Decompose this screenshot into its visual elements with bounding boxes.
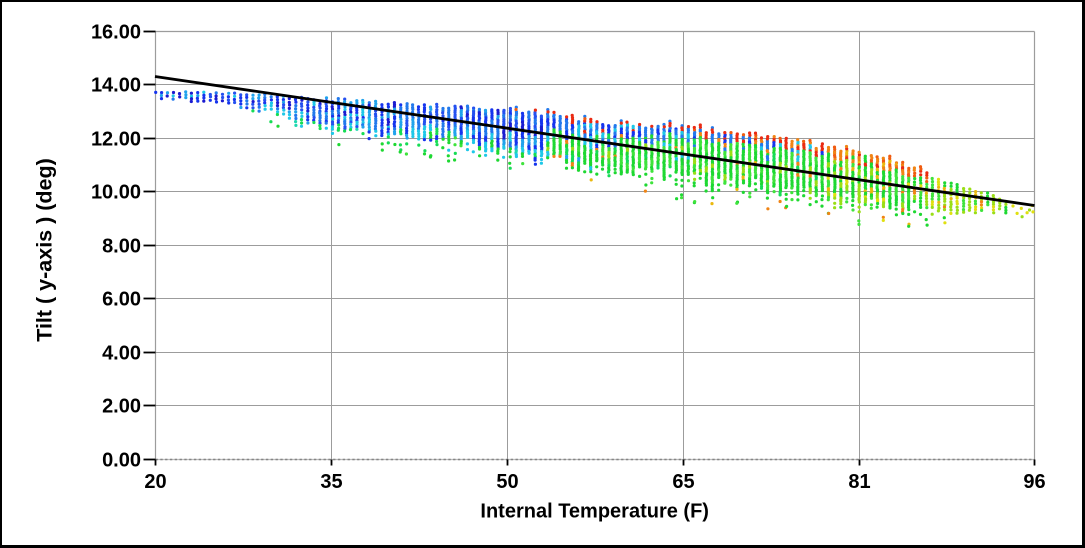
svg-text:81: 81 bbox=[848, 471, 870, 493]
svg-text:Tilt ( y-axis ) (deg): Tilt ( y-axis ) (deg) bbox=[33, 158, 57, 342]
svg-text:4.00: 4.00 bbox=[102, 343, 141, 365]
svg-text:2.00: 2.00 bbox=[102, 396, 141, 418]
svg-text:50: 50 bbox=[496, 471, 518, 493]
svg-text:6.00: 6.00 bbox=[102, 289, 141, 311]
svg-text:35: 35 bbox=[320, 471, 342, 493]
svg-text:20: 20 bbox=[144, 471, 166, 493]
svg-text:10.00: 10.00 bbox=[91, 182, 141, 204]
svg-text:8.00: 8.00 bbox=[102, 236, 141, 258]
svg-text:14.00: 14.00 bbox=[91, 75, 141, 97]
svg-text:16.00: 16.00 bbox=[91, 22, 141, 44]
svg-text:Internal Temperature (F): Internal Temperature (F) bbox=[480, 501, 709, 523]
svg-text:96: 96 bbox=[1023, 471, 1045, 493]
svg-text:65: 65 bbox=[672, 471, 694, 493]
svg-text:12.00: 12.00 bbox=[91, 129, 141, 151]
svg-text:0.00: 0.00 bbox=[102, 450, 141, 472]
